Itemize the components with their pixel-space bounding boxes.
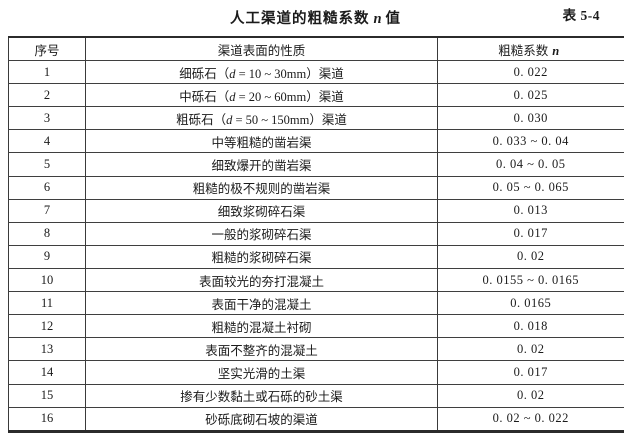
row-index-cell: 12 [8, 314, 86, 338]
surface-variable-d: d [229, 66, 236, 81]
table-title-suffix: 值 [385, 11, 402, 27]
coefficient-cell: 0. 02 ~ 0. 022 [437, 406, 624, 432]
row-index-cell: 13 [8, 337, 86, 361]
surface-cell: 坚实光滑的土渠 [85, 360, 438, 385]
row-index-cell: 14 [8, 360, 86, 385]
coefficient-cell: 0. 018 [437, 314, 624, 338]
coefficient-cell: 0. 030 [437, 106, 624, 130]
coefficient-cell: 0. 0165 [437, 291, 624, 315]
surface-text: 细砾石（ [179, 66, 230, 81]
table-row: 13 表面不整齐的混凝土 0. 02 [8, 337, 624, 361]
row-index-cell: 11 [8, 291, 86, 315]
surface-text: = 10 ~ 30mm）渠道 [235, 66, 344, 81]
table-row: 2 中砾石（d = 20 ~ 60mm）渠道 0. 025 [8, 83, 624, 107]
coefficient-cell: 0. 025 [437, 83, 624, 107]
table-row: 9 粗糙的浆砌碎石渠 0. 02 [8, 244, 624, 269]
coeff-header-text: 粗糙系数 [498, 43, 549, 58]
col-header-coefficient: 粗糙系数 n [438, 37, 624, 61]
table-row: 14 坚实光滑的土渠 0. 017 [8, 360, 624, 385]
surface-cell: 中等粗糙的凿岩渠 [85, 129, 438, 153]
coefficient-cell: 0. 033 ~ 0. 04 [437, 129, 624, 153]
table-row: 5 细致爆开的凿岩渠 0. 04 ~ 0. 05 [8, 152, 624, 177]
surface-cell: 掺有少数黏土或石砾的砂土渠 [85, 383, 438, 408]
surface-text: = 50 ~ 150mm）渠道 [232, 112, 347, 127]
coeff-header-variable-n: n [552, 43, 560, 58]
surface-cell: 细砾石（d = 10 ~ 30mm）渠道 [85, 59, 438, 84]
surface-cell: 表面干净的混凝土 [85, 291, 438, 315]
row-index-cell: 5 [8, 152, 86, 177]
row-index-cell: 1 [8, 59, 86, 84]
surface-cell: 粗砾石（d = 50 ~ 150mm）渠道 [85, 106, 438, 130]
coefficient-cell: 0. 04 ~ 0. 05 [437, 152, 624, 177]
surface-cell: 粗糙的极不规则的凿岩渠 [85, 175, 438, 200]
surface-text: 粗砾石（ [176, 112, 227, 127]
coefficient-cell: 0. 022 [437, 59, 624, 84]
table-row: 15 掺有少数黏土或石砾的砂土渠 0. 02 [8, 383, 624, 408]
table-row: 4 中等粗糙的凿岩渠 0. 033 ~ 0. 04 [8, 129, 624, 153]
coefficient-cell: 0. 02 [437, 244, 624, 269]
surface-cell: 中砾石（d = 20 ~ 60mm）渠道 [85, 83, 438, 107]
coefficient-cell: 0. 013 [437, 198, 624, 223]
table-row: 8 一般的浆砌碎石渠 0. 017 [8, 221, 624, 246]
table-row: 1 细砾石（d = 10 ~ 30mm）渠道 0. 022 [8, 59, 624, 84]
row-index-cell: 6 [8, 175, 86, 200]
row-index-cell: 2 [8, 83, 86, 107]
title-variable-n: n [373, 11, 382, 27]
row-index-cell: 10 [8, 267, 86, 292]
table-title: 人工渠道的粗糙系数 n 值 [8, 7, 623, 28]
coefficient-cell: 0. 02 [437, 383, 624, 408]
table-row: 11 表面干净的混凝土 0. 0165 [8, 291, 624, 315]
surface-text: 中砾石（ [179, 89, 230, 104]
row-index-cell: 7 [8, 198, 86, 223]
coefficient-cell: 0. 02 [437, 337, 624, 361]
coefficient-cell: 0. 0155 ~ 0. 0165 [437, 267, 624, 292]
coefficient-cell: 0. 05 ~ 0. 065 [437, 175, 624, 200]
surface-text: = 20 ~ 60mm）渠道 [235, 89, 344, 104]
row-index-cell: 9 [8, 244, 86, 269]
table-heading: 人工渠道的粗糙系数 n 值 [8, 7, 623, 31]
table-row: 10 表面较光的夯打混凝土 0. 0155 ~ 0. 0165 [8, 267, 624, 292]
table-number-label: 表 5-4 [562, 8, 600, 23]
row-index-cell: 16 [8, 406, 86, 432]
surface-cell: 表面不整齐的混凝土 [85, 337, 438, 361]
surface-cell: 细致浆砌碎石渠 [85, 198, 438, 223]
table-row: 3 粗砾石（d = 50 ~ 150mm）渠道 0. 030 [8, 106, 624, 130]
surface-variable-d: d [226, 112, 233, 127]
col-header-surface: 渠道表面的性质 [85, 37, 438, 61]
table-title-prefix: 人工渠道的粗糙系数 [229, 11, 370, 27]
surface-cell: 砂砾底砌石坡的渠道 [85, 406, 438, 432]
surface-cell: 粗糙的混凝土衬砌 [85, 314, 438, 338]
surface-variable-d: d [229, 89, 236, 104]
table-row: 16 砂砾底砌石坡的渠道 0. 02 ~ 0. 022 [8, 406, 624, 432]
row-index-cell: 15 [8, 383, 86, 408]
surface-cell: 一般的浆砌碎石渠 [85, 221, 438, 246]
table-row: 7 细致浆砌碎石渠 0. 013 [8, 198, 624, 223]
roughness-coefficient-table: 序号 渠道表面的性质 粗糙系数 n 1 细砾石（d = 10 ~ 30mm）渠道 … [8, 36, 624, 433]
surface-cell: 表面较光的夯打混凝土 [85, 267, 438, 292]
coefficient-cell: 0. 017 [437, 360, 624, 385]
row-index-cell: 8 [8, 221, 86, 246]
col-header-index: 序号 [8, 37, 86, 61]
table-row: 6 粗糙的极不规则的凿岩渠 0. 05 ~ 0. 065 [8, 175, 624, 200]
header-row: 序号 渠道表面的性质 粗糙系数 n [8, 37, 624, 61]
coefficient-cell: 0. 017 [437, 221, 624, 246]
row-index-cell: 4 [8, 129, 86, 153]
row-index-cell: 3 [8, 106, 86, 130]
table-row: 12 粗糙的混凝土衬砌 0. 018 [8, 314, 624, 338]
surface-cell: 粗糙的浆砌碎石渠 [85, 244, 438, 269]
surface-cell: 细致爆开的凿岩渠 [85, 152, 438, 177]
